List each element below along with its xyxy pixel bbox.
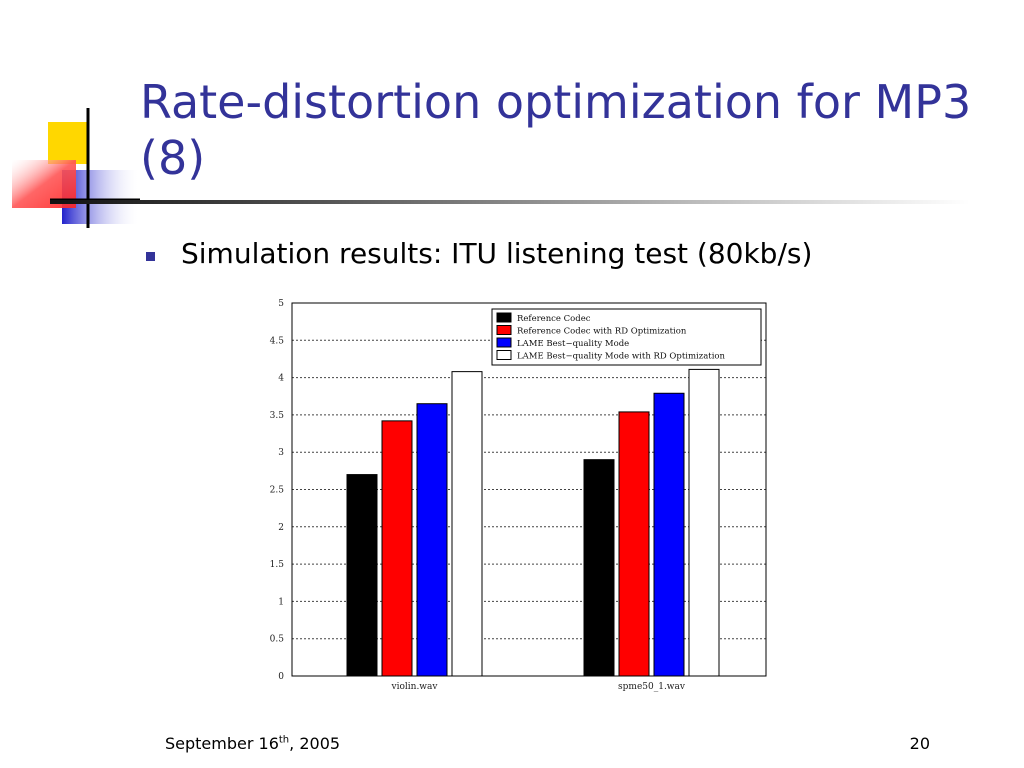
- y-tick-label: 4.5: [270, 336, 285, 346]
- legend-label: LAME Best−quality Mode with RD Optimizat…: [517, 352, 726, 362]
- bar: [688, 368, 720, 677]
- bar: [416, 403, 448, 677]
- legend-swatch: [496, 350, 512, 360]
- bar: [618, 411, 650, 677]
- legend-swatch: [496, 337, 512, 348]
- y-tick-label: 3: [278, 448, 284, 458]
- y-tick-label: 5: [278, 299, 284, 309]
- y-tick-label: 3.5: [270, 411, 285, 421]
- plot-frame: [291, 302, 767, 677]
- y-tick-label: 1: [278, 597, 284, 607]
- bar: [381, 420, 413, 677]
- x-tick-label: violin.wav: [391, 682, 439, 692]
- legend-label: Reference Codec: [517, 314, 591, 324]
- bar: [451, 371, 483, 677]
- legend-swatch: [496, 325, 512, 335]
- decorative-logo-icon: [12, 108, 140, 228]
- bar: [346, 474, 378, 677]
- y-tick-label: 2.5: [270, 486, 285, 496]
- legend-swatch: [496, 312, 512, 323]
- y-tick-label: 0: [278, 672, 284, 682]
- x-tick-label: spme50_1.wav: [618, 682, 686, 692]
- footer-date-prefix: September 16: [165, 734, 279, 753]
- bar: [653, 392, 685, 677]
- y-tick-label: 0.5: [270, 635, 285, 645]
- y-tick-label: 4: [278, 374, 284, 384]
- y-tick-label: 1.5: [270, 560, 285, 570]
- footer-date-sup: th: [278, 734, 290, 746]
- footer-date-suffix: , 2005: [289, 734, 341, 753]
- chart-container: 0 0.5 1 1.5 2 2.5 3 3.5 4 4.5 5 violin.wav spme50_1.…: [262, 292, 772, 706]
- bullet-square-icon: [146, 252, 155, 261]
- bar-chart: 0 0.5 1 1.5 2 2.5 3 3.5 4 4.5 5 violin.wav spme50_1.…: [270, 299, 767, 692]
- bar: [583, 459, 615, 677]
- y-tick-label: 2: [278, 523, 284, 533]
- legend-label: LAME Best−quality Mode: [517, 339, 629, 349]
- legend-box: [491, 308, 762, 366]
- slide-title: Rate-distortion optimization for MP3 (8): [140, 75, 972, 185]
- footer-date: September 16th, 2005: [165, 734, 340, 753]
- legend-label: Reference Codec with RD Optimization: [517, 327, 687, 337]
- page-number: 20: [909, 734, 930, 753]
- title-divider: [50, 200, 970, 204]
- bullet-text: Simulation results: ITU listening test (…: [181, 237, 813, 270]
